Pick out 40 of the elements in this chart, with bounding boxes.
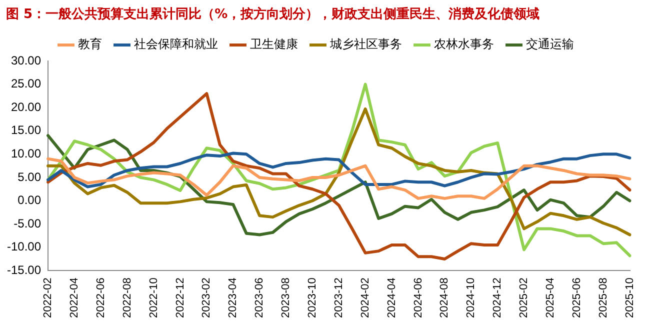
y-tick-label: 5.00 bbox=[18, 170, 42, 184]
x-tick-label: 2022-08 bbox=[121, 278, 134, 318]
y-tick-label: -15.00 bbox=[6, 262, 42, 277]
x-tick-label: 2025-04 bbox=[544, 278, 556, 318]
x-tick-label: 2022-10 bbox=[148, 278, 160, 318]
x-tick-label: 2025-06 bbox=[570, 278, 583, 318]
x-tick-label: 2025-10 bbox=[624, 278, 636, 318]
legend-label: 教育 bbox=[78, 37, 102, 52]
legend-label: 城乡社区事务 bbox=[329, 37, 402, 52]
chart-title: 图 5：一般公共预算支出累计同比（%，按方向划分），财政支出侧重民生、消费及化债领域 bbox=[5, 6, 541, 24]
y-tick-label: 30.00 bbox=[10, 53, 42, 68]
x-tick-label: 2025-08 bbox=[597, 278, 610, 318]
y-tick-label: 20.00 bbox=[10, 100, 42, 114]
x-tick-label: 2023-06 bbox=[254, 278, 266, 318]
y-tick-label: -5.00 bbox=[14, 216, 42, 230]
legend-label: 社会保障和就业 bbox=[134, 37, 218, 52]
legend-label: 卫生健康 bbox=[250, 37, 298, 52]
y-tick-label: 10.00 bbox=[10, 146, 42, 160]
x-tick-label: 2023-08 bbox=[280, 278, 292, 318]
x-tick-label: 2024-10 bbox=[465, 278, 478, 318]
x-tick-label: 2023-02 bbox=[200, 278, 213, 318]
y-tick-label: -10.00 bbox=[6, 240, 42, 254]
legend-label: 农林水事务 bbox=[434, 37, 494, 52]
x-tick-label: 2022-04 bbox=[68, 278, 80, 318]
legend-label: 交通运输 bbox=[526, 37, 574, 52]
x-tick-label: 2025-02 bbox=[518, 278, 530, 318]
x-tick-label: 2022-02 bbox=[42, 278, 54, 318]
x-tick-label: 2023-10 bbox=[306, 278, 318, 318]
x-tick-label: 2022-12 bbox=[174, 278, 186, 318]
x-tick-label: 2022-06 bbox=[94, 278, 107, 318]
y-tick-label: 15.00 bbox=[10, 123, 42, 138]
y-tick-label: 25.00 bbox=[10, 76, 42, 91]
y-tick-label: 0.00 bbox=[18, 193, 42, 208]
x-tick-label: 2023-04 bbox=[227, 278, 240, 318]
x-tick-label: 2024-08 bbox=[438, 278, 451, 318]
x-tick-label: 2024-06 bbox=[412, 278, 424, 318]
x-tick-label: 2023-12 bbox=[332, 278, 345, 318]
x-tick-label: 2024-12 bbox=[492, 278, 504, 318]
x-tick-label: 2024-02 bbox=[359, 278, 372, 318]
x-tick-label: 2024-04 bbox=[386, 278, 398, 318]
